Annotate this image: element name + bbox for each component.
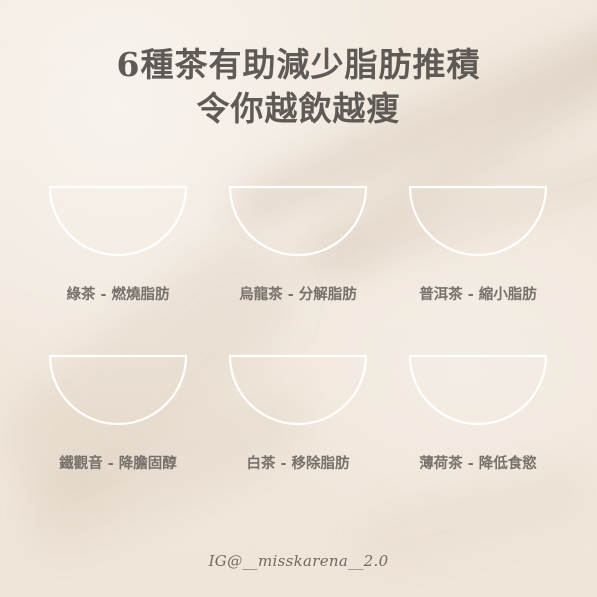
tea-label: 白茶 - 移除脂肪 <box>246 455 350 472</box>
teacup-outline-icon <box>48 185 188 257</box>
teacup-outline-icon <box>228 354 368 426</box>
tea-grid: 綠茶 - 燃燒脂肪 烏龍茶 - 分解脂肪 普洱茶 - 縮小脂肪 鐵觀音 - 降膽… <box>43 181 553 472</box>
teacup-outline-icon <box>228 185 368 257</box>
tea-label: 薄荷茶 - 降低食慾 <box>419 455 537 472</box>
title-line-1: 6種茶有助減少脂肪推積 <box>116 45 481 84</box>
page-title: 6種茶有助減少脂肪推積 令你越飲越瘦 <box>0 43 597 131</box>
tea-card: 薄荷茶 - 降低食慾 <box>403 350 553 485</box>
tea-card: 普洱茶 - 縮小脂肪 <box>403 181 553 316</box>
tea-card: 烏龍茶 - 分解脂肪 <box>223 181 373 316</box>
teacup-outline-icon <box>408 185 548 257</box>
tea-card: 鐵觀音 - 降膽固醇 <box>43 350 193 485</box>
tea-label: 綠茶 - 燃燒脂肪 <box>66 286 170 303</box>
tea-card: 白茶 - 移除脂肪 <box>223 350 373 485</box>
tea-label: 普洱茶 - 縮小脂肪 <box>419 286 537 303</box>
teacup-outline-icon <box>408 354 548 426</box>
teacup-outline-icon <box>48 354 188 426</box>
tea-label: 烏龍茶 - 分解脂肪 <box>239 286 357 303</box>
title-line-2: 令你越飲越瘦 <box>196 89 401 128</box>
tea-label: 鐵觀音 - 降膽固醇 <box>59 455 177 472</box>
tea-card: 綠茶 - 燃燒脂肪 <box>43 181 193 316</box>
instagram-credit: IG@__misskarena__2.0 <box>208 552 389 570</box>
